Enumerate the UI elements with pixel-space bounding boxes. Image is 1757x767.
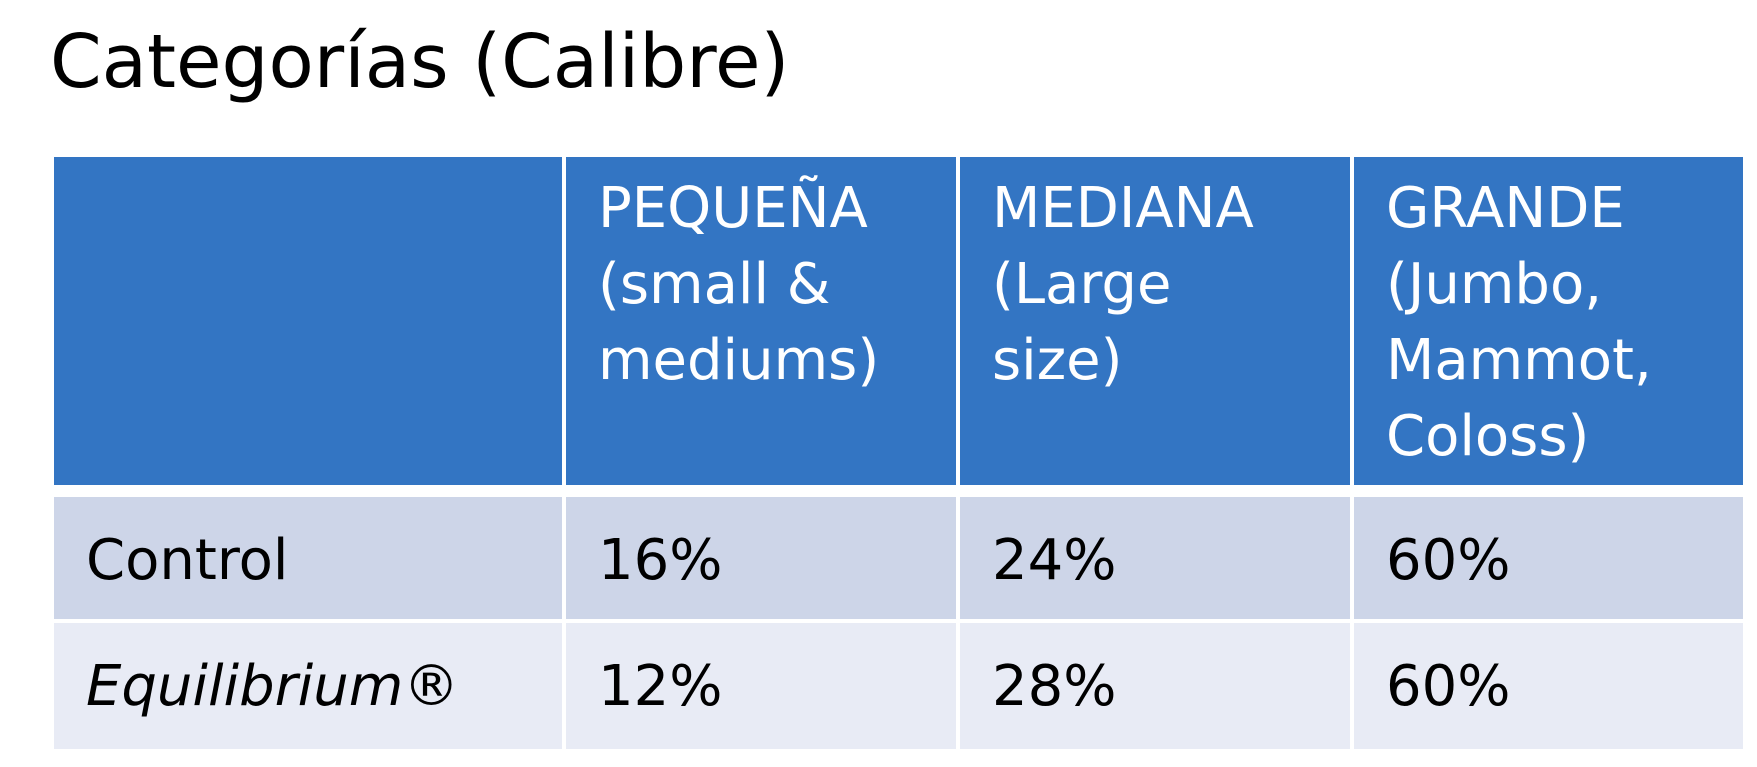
- table-cell: 60%: [1350, 489, 1747, 623]
- table-row: Control 16% 24% 60%: [50, 489, 1747, 623]
- table-cell: 60%: [1350, 619, 1747, 753]
- header-line: PEQUEÑA: [598, 176, 868, 241]
- table-cell: 16%: [562, 489, 960, 623]
- header-line: (Jumbo,: [1386, 252, 1603, 317]
- header-line: mediums): [598, 328, 880, 393]
- header-cell-pequena: PEQUEÑA (small & mediums): [562, 153, 960, 497]
- header-line: MEDIANA: [992, 176, 1254, 241]
- table-row: Equilibrium® 12% 28% 60%: [50, 619, 1747, 753]
- header-line: (small &: [598, 252, 831, 317]
- header-line: GRANDE: [1386, 176, 1625, 241]
- table-cell: 12%: [562, 619, 960, 753]
- header-corner-cell: [50, 153, 566, 497]
- row-label-equilibrium: Equilibrium®: [50, 619, 566, 753]
- header-line: Mammot,: [1386, 328, 1652, 393]
- table-cell: 24%: [956, 489, 1354, 623]
- header-cell-mediana: MEDIANA (Large size): [956, 153, 1354, 497]
- page-title: Categorías (Calibre): [50, 19, 790, 105]
- header-line: size): [992, 328, 1123, 393]
- table-cell: 28%: [956, 619, 1354, 753]
- header-line: Coloss): [1386, 404, 1590, 469]
- row-label-control: Control: [50, 489, 566, 623]
- header-cell-grande: GRANDE (Jumbo, Mammot, Coloss): [1350, 153, 1747, 497]
- categories-table: PEQUEÑA (small & mediums) MEDIANA (Large…: [50, 153, 1747, 753]
- header-line: (Large: [992, 252, 1172, 317]
- table-header-row: PEQUEÑA (small & mediums) MEDIANA (Large…: [50, 153, 1747, 497]
